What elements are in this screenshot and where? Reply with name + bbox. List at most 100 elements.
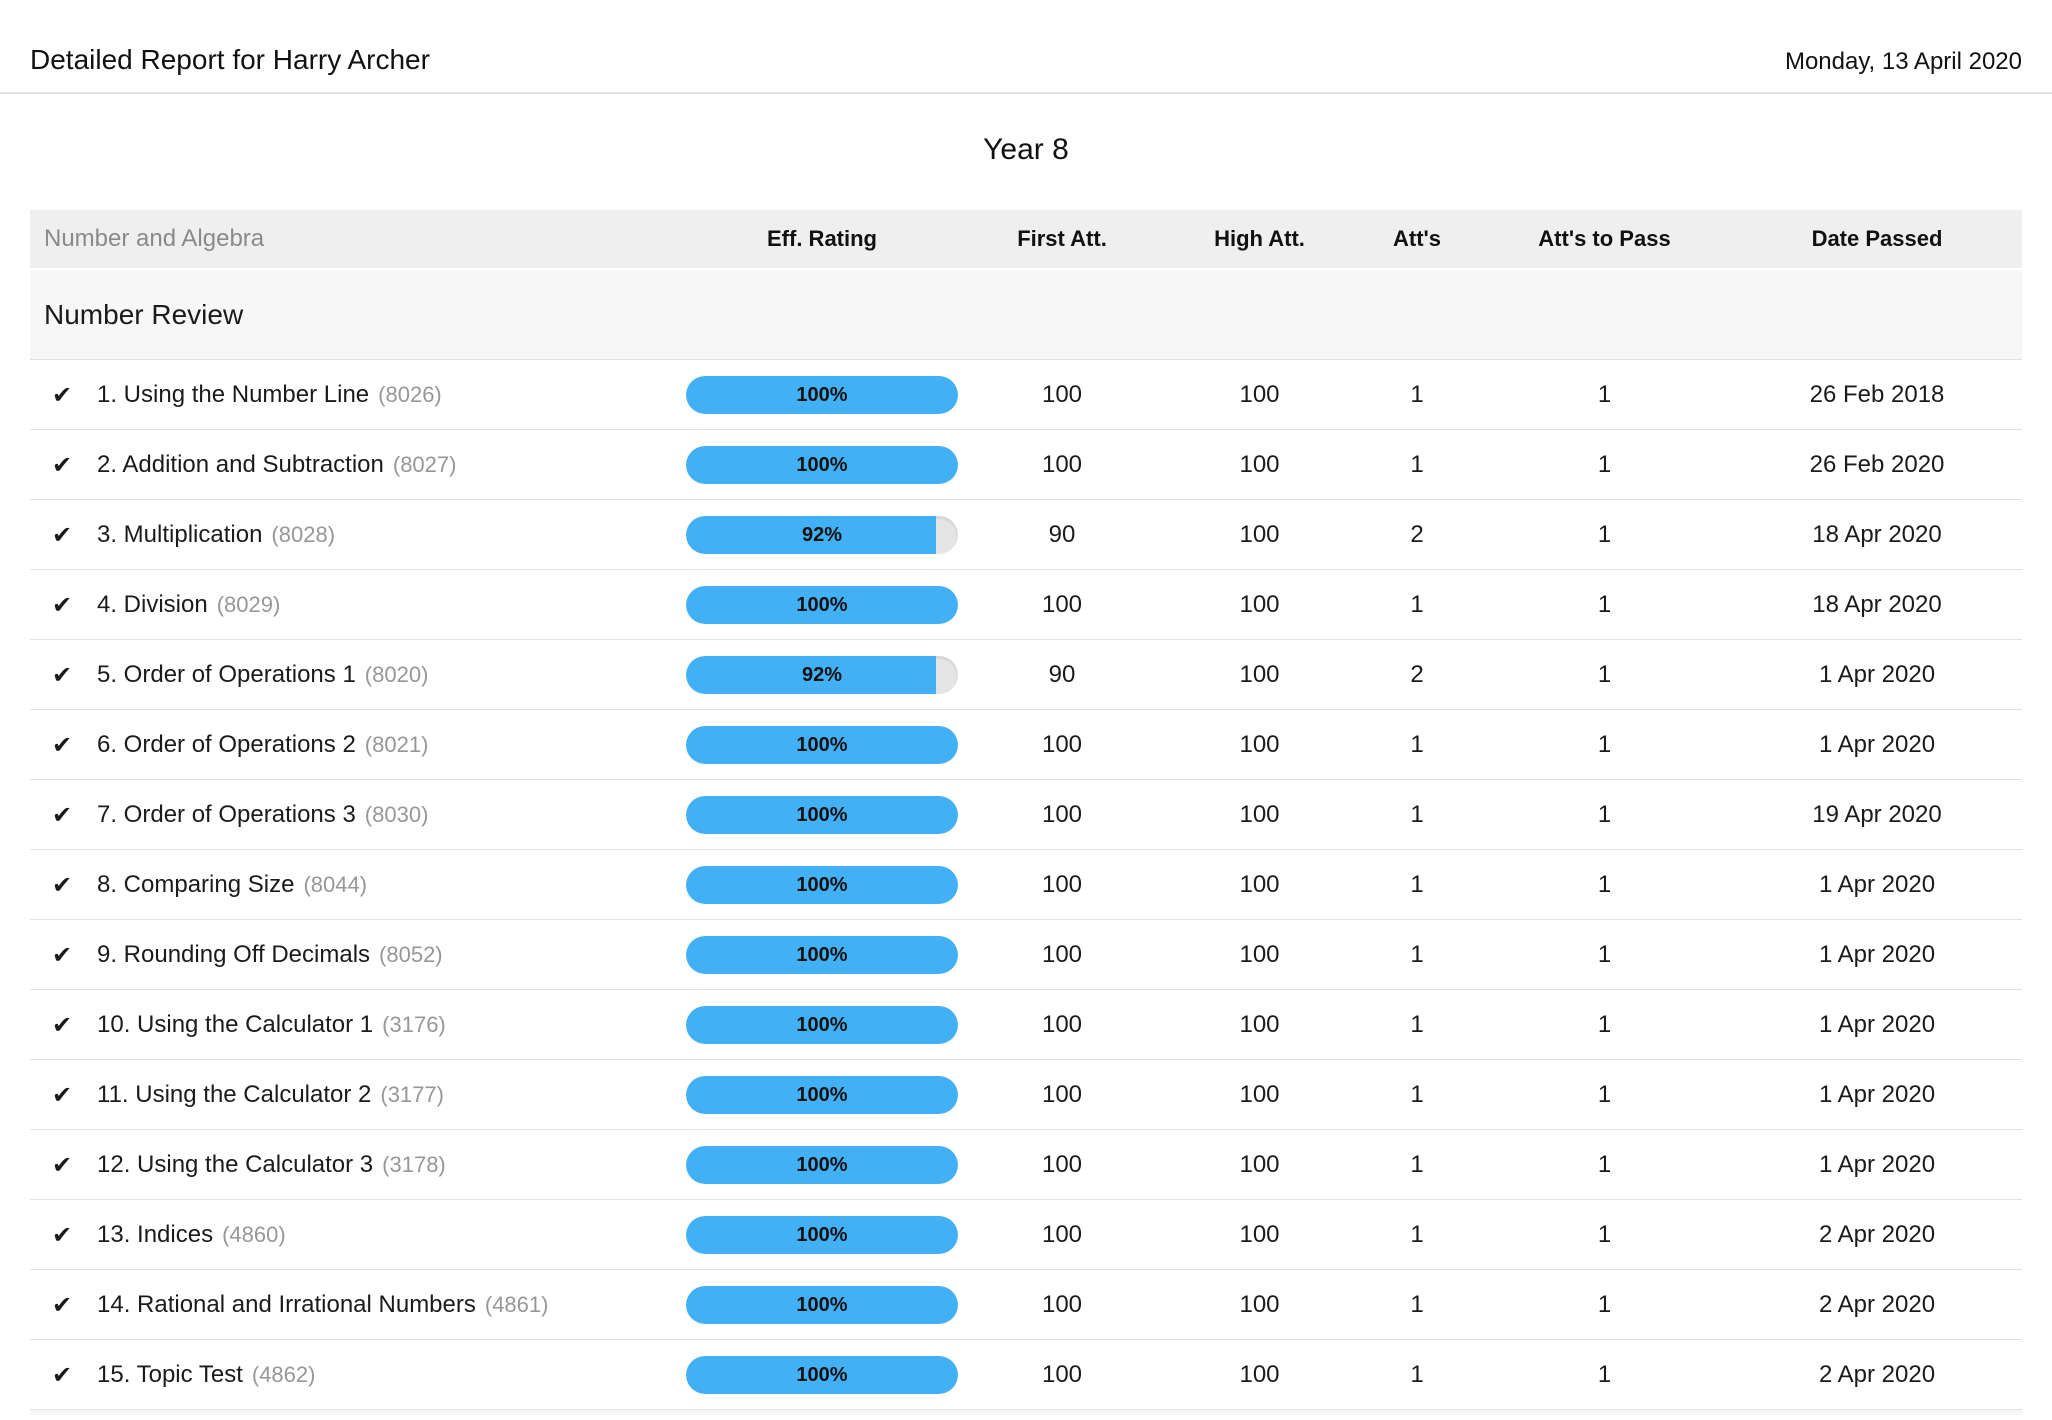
eff-rating-pill-fill bbox=[686, 585, 958, 624]
eff-rating-value: 100% bbox=[796, 453, 848, 476]
eff-rating-pill: 100% bbox=[686, 445, 958, 484]
eff-rating-pill-fill bbox=[686, 1355, 958, 1394]
first-att-value: 100 bbox=[1041, 1290, 1083, 1318]
passed-check-icon: ✔ bbox=[52, 1010, 73, 1039]
eff-rating-pill-fill bbox=[686, 1075, 958, 1114]
eff-rating-value: 100% bbox=[796, 1083, 848, 1106]
passed-check-icon: ✔ bbox=[52, 1080, 73, 1109]
topic-code: (8029) bbox=[216, 591, 281, 617]
atts-value: 1 bbox=[1410, 1150, 1424, 1178]
next-section-header-partial bbox=[30, 1410, 2022, 1415]
eff-rating-value: 100% bbox=[796, 873, 848, 896]
table-row: ✔ 7. Order of Operations 3 (8030) 100% 1… bbox=[30, 780, 2022, 850]
topic-code: (8044) bbox=[303, 871, 368, 897]
passed-check-icon: ✔ bbox=[52, 730, 73, 759]
atts-value: 1 bbox=[1410, 450, 1424, 478]
topic-code: (8052) bbox=[379, 941, 443, 967]
table-row: ✔ 3. Multiplication (8028) 92% 90 100 2 … bbox=[30, 500, 2022, 570]
topic-name: 13. Indices bbox=[97, 1220, 214, 1248]
topic-code: (3177) bbox=[380, 1081, 444, 1107]
column-header-atts-to-pass: Att's to Pass bbox=[1538, 226, 1671, 251]
atts-value: 1 bbox=[1410, 1290, 1424, 1318]
date-passed-value: 1 Apr 2020 bbox=[1818, 1010, 1936, 1038]
atts-to-pass-value: 1 bbox=[1597, 730, 1612, 758]
date-passed-value: 1 Apr 2020 bbox=[1818, 870, 1936, 898]
date-passed-value: 1 Apr 2020 bbox=[1818, 1080, 1936, 1108]
eff-rating-pill-fill bbox=[686, 865, 958, 904]
high-att-value: 100 bbox=[1239, 660, 1280, 688]
column-header-first-att: First Att. bbox=[1017, 226, 1107, 251]
topic-code: (8027) bbox=[392, 451, 457, 477]
eff-rating-pill: 100% bbox=[686, 1145, 958, 1184]
date-passed-value: 2 Apr 2020 bbox=[1818, 1360, 1936, 1388]
atts-value: 1 bbox=[1410, 730, 1424, 758]
eff-rating-pill-fill bbox=[686, 935, 958, 974]
section-title: Number Review bbox=[44, 298, 244, 330]
high-att-value: 100 bbox=[1239, 590, 1280, 618]
eff-rating-value: 100% bbox=[796, 803, 848, 826]
eff-rating-pill: 100% bbox=[686, 1355, 958, 1394]
table-row: ✔ 8. Comparing Size (8044) 100% 100 100 … bbox=[30, 850, 2022, 920]
topic-name: 9. Rounding Off Decimals bbox=[97, 940, 371, 968]
passed-check-icon: ✔ bbox=[52, 800, 73, 829]
high-att-value: 100 bbox=[1239, 380, 1280, 408]
year-title: Year 8 bbox=[983, 133, 1069, 166]
topic-name: 7. Order of Operations 3 bbox=[97, 800, 356, 828]
high-att-value: 100 bbox=[1239, 450, 1280, 478]
table-header-row: Number and Algebra Eff. Rating First Att… bbox=[30, 210, 2022, 268]
atts-to-pass-value: 1 bbox=[1597, 1010, 1612, 1038]
atts-to-pass-value: 1 bbox=[1597, 1150, 1612, 1178]
table-row: ✔ 10. Using the Calculator 1 (3176) 100%… bbox=[30, 990, 2022, 1060]
eff-rating-value: 100% bbox=[796, 1223, 848, 1246]
topic-code: (8020) bbox=[364, 661, 429, 687]
atts-to-pass-value: 1 bbox=[1597, 450, 1612, 478]
table-row: ✔ 13. Indices (4860) 100% 100 100 1 1 2 … bbox=[30, 1200, 2022, 1270]
atts-value: 1 bbox=[1410, 380, 1424, 408]
topic-code: (3178) bbox=[382, 1151, 446, 1177]
date-passed-value: 1 Apr 2020 bbox=[1818, 660, 1936, 688]
eff-rating-value: 100% bbox=[796, 1363, 848, 1386]
table-row: ✔ 15. Topic Test (4862) 100% 100 100 1 1… bbox=[30, 1340, 2022, 1410]
high-att-value: 100 bbox=[1239, 1010, 1280, 1038]
passed-check-icon: ✔ bbox=[52, 1150, 73, 1179]
date-passed-value: 19 Apr 2020 bbox=[1812, 800, 1942, 828]
date-passed-value: 26 Feb 2018 bbox=[1809, 380, 1945, 408]
first-att-value: 100 bbox=[1041, 1220, 1083, 1248]
first-att-value: 100 bbox=[1041, 380, 1083, 408]
topic-name: 3. Multiplication bbox=[97, 520, 263, 548]
atts-value: 1 bbox=[1410, 1010, 1424, 1038]
atts-to-pass-value: 1 bbox=[1597, 870, 1612, 898]
date-passed-value: 2 Apr 2020 bbox=[1818, 1290, 1936, 1318]
date-passed-value: 1 Apr 2020 bbox=[1818, 940, 1936, 968]
eff-rating-value: 100% bbox=[796, 943, 848, 966]
date-passed-value: 18 Apr 2020 bbox=[1812, 520, 1942, 548]
topic-code: (4860) bbox=[222, 1221, 286, 1247]
passed-check-icon: ✔ bbox=[52, 870, 73, 899]
eff-rating-pill: 100% bbox=[686, 795, 958, 834]
eff-rating-pill-fill bbox=[686, 1285, 958, 1324]
eff-rating-pill-fill bbox=[686, 1005, 958, 1044]
topic-name: 8. Comparing Size bbox=[97, 870, 295, 898]
eff-rating-pill: 100% bbox=[686, 725, 958, 764]
column-header-date-passed: Date Passed bbox=[1811, 226, 1943, 251]
eff-rating-value: 100% bbox=[796, 1013, 848, 1036]
atts-to-pass-value: 1 bbox=[1597, 940, 1612, 968]
topic-code: (4862) bbox=[251, 1361, 316, 1387]
first-att-value: 90 bbox=[1048, 520, 1076, 548]
atts-value: 1 bbox=[1410, 940, 1424, 968]
atts-value: 1 bbox=[1410, 1360, 1424, 1388]
table-row: ✔ 6. Order of Operations 2 (8021) 100% 1… bbox=[30, 710, 2022, 780]
eff-rating-pill-fill bbox=[686, 725, 958, 764]
report-header: Detailed Report for Harry Archer Monday,… bbox=[0, 0, 2052, 94]
atts-to-pass-value: 1 bbox=[1597, 800, 1612, 828]
high-att-value: 100 bbox=[1239, 1150, 1280, 1178]
topic-name: 6. Order of Operations 2 bbox=[97, 730, 356, 758]
eff-rating-pill-fill bbox=[686, 515, 937, 554]
first-att-value: 90 bbox=[1048, 660, 1076, 688]
date-passed-value: 26 Feb 2020 bbox=[1809, 450, 1945, 478]
eff-rating-pill-fill bbox=[686, 1145, 958, 1184]
first-att-value: 100 bbox=[1041, 800, 1083, 828]
eff-rating-pill: 100% bbox=[686, 1285, 958, 1324]
topic-name: 4. Division bbox=[97, 590, 208, 618]
high-att-value: 100 bbox=[1239, 1220, 1280, 1248]
